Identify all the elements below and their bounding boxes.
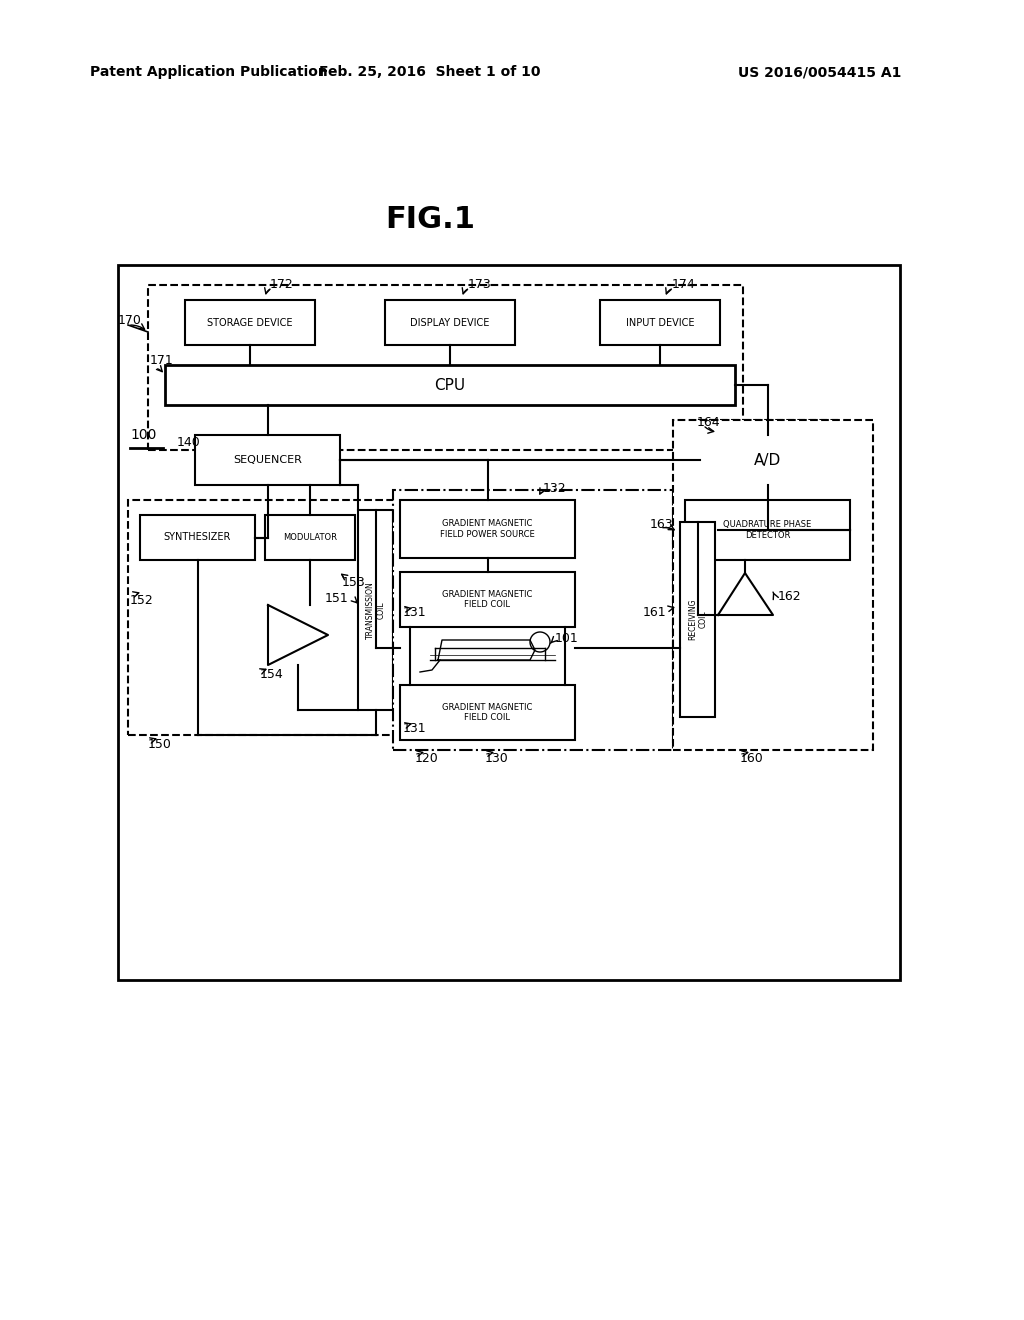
Bar (400, 685, 575, 741)
Bar (393, 490, 673, 750)
Text: A/D: A/D (755, 453, 781, 467)
Text: 173: 173 (468, 279, 492, 292)
Text: 100: 100 (130, 428, 157, 442)
Bar (718, 436, 818, 484)
Text: 160: 160 (740, 751, 764, 764)
Text: FIG.1: FIG.1 (385, 206, 475, 235)
Polygon shape (268, 605, 328, 665)
Text: CPU: CPU (434, 378, 466, 392)
Text: GRADIENT MAGNETIC
FIELD COIL: GRADIENT MAGNETIC FIELD COIL (442, 590, 532, 610)
Bar (358, 510, 393, 710)
Text: Patent Application Publication: Patent Application Publication (90, 65, 328, 79)
Text: 153: 153 (342, 577, 366, 590)
Text: SEQUENCER: SEQUENCER (233, 455, 302, 465)
Text: 140: 140 (177, 437, 201, 450)
Text: QUADRATURE PHASE
DETECTOR: QUADRATURE PHASE DETECTOR (723, 520, 812, 540)
Text: 132: 132 (543, 482, 566, 495)
Text: DISPLAY DEVICE: DISPLAY DEVICE (411, 318, 489, 327)
Text: 131: 131 (403, 722, 427, 734)
Bar (600, 300, 720, 345)
Bar (680, 521, 715, 717)
Text: TRANSMISSION
COIL: TRANSMISSION COIL (366, 581, 385, 639)
Text: Feb. 25, 2016  Sheet 1 of 10: Feb. 25, 2016 Sheet 1 of 10 (319, 65, 541, 79)
Text: 161: 161 (642, 606, 666, 619)
Text: 154: 154 (260, 668, 284, 681)
Bar (385, 300, 515, 345)
Bar (400, 572, 575, 627)
Bar (128, 500, 403, 735)
Bar (265, 515, 355, 560)
Bar (140, 515, 255, 560)
Bar (685, 500, 850, 560)
Text: US 2016/0054415 A1: US 2016/0054415 A1 (738, 65, 902, 79)
Text: 170: 170 (118, 314, 142, 326)
Bar (695, 420, 840, 506)
Text: 163: 163 (650, 519, 674, 532)
Bar (165, 366, 735, 405)
Text: 130: 130 (485, 751, 509, 764)
Bar (195, 436, 340, 484)
Text: 172: 172 (270, 279, 294, 292)
Text: 152: 152 (130, 594, 154, 606)
Text: 151: 151 (325, 591, 348, 605)
Text: RECEIVING
COIL: RECEIVING COIL (688, 599, 708, 640)
Text: 150: 150 (148, 738, 172, 751)
Text: GRADIENT MAGNETIC
FIELD POWER SOURCE: GRADIENT MAGNETIC FIELD POWER SOURCE (440, 519, 535, 539)
Text: 101: 101 (555, 631, 579, 644)
Text: 164: 164 (697, 417, 721, 429)
Text: 171: 171 (150, 354, 174, 367)
Bar (148, 285, 743, 450)
Bar (118, 265, 900, 979)
Text: 120: 120 (415, 751, 438, 764)
Bar (673, 420, 873, 750)
Bar (400, 500, 575, 558)
Text: SYNTHESIZER: SYNTHESIZER (164, 532, 231, 543)
Text: 174: 174 (672, 279, 695, 292)
Text: 131: 131 (403, 606, 427, 619)
Text: MODULATOR: MODULATOR (283, 533, 337, 543)
Text: 162: 162 (778, 590, 802, 602)
Bar (185, 300, 315, 345)
Text: STORAGE DEVICE: STORAGE DEVICE (207, 318, 293, 327)
Text: INPUT DEVICE: INPUT DEVICE (626, 318, 694, 327)
Polygon shape (718, 573, 773, 615)
Text: GRADIENT MAGNETIC
FIELD COIL: GRADIENT MAGNETIC FIELD COIL (442, 702, 532, 722)
